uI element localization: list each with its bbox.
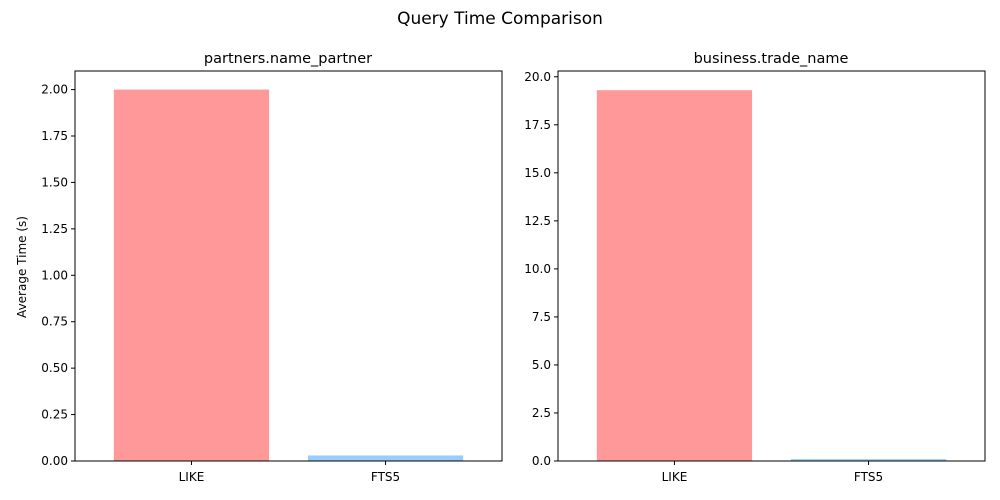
right-bar-fts5 bbox=[790, 459, 947, 461]
right-y-tick-label: 20.0 bbox=[524, 70, 551, 84]
right-chart-panel: business.trade_name 0.0 2.5 5.0 7.5 10.0 12.5… bbox=[524, 51, 986, 484]
left-bar-like bbox=[113, 89, 270, 461]
right-axes-frame bbox=[557, 70, 986, 462]
right-y-tick-label: 5.0 bbox=[532, 358, 551, 372]
left-y-tick-label: 2.00 bbox=[41, 83, 68, 97]
left-axes-frame bbox=[74, 70, 503, 462]
right-y-tick-label: 12.5 bbox=[524, 214, 551, 228]
figure-title: Query Time Comparison bbox=[397, 9, 603, 29]
right-bar-like bbox=[596, 90, 753, 462]
left-x-tick-label: FTS5 bbox=[371, 470, 400, 484]
left-chart-title: partners.name_partner bbox=[204, 51, 372, 67]
left-x-tick-label: LIKE bbox=[179, 470, 205, 484]
left-y-tick-label: 1.75 bbox=[41, 129, 68, 143]
right-y-tick-label: 10.0 bbox=[524, 262, 551, 276]
right-y-tick-label: 7.5 bbox=[532, 310, 551, 324]
right-x-tick-label: FTS5 bbox=[854, 470, 883, 484]
left-y-tick-label: 0.75 bbox=[41, 315, 68, 329]
left-y-tick-label: 1.50 bbox=[41, 175, 68, 189]
right-x-tick-label: LIKE bbox=[662, 470, 688, 484]
right-y-tick-label: 15.0 bbox=[524, 166, 551, 180]
left-y-tick-label: 0.00 bbox=[41, 454, 68, 468]
left-y-axis-label: Average Time (s) bbox=[15, 216, 29, 318]
left-y-tick-label: 1.25 bbox=[41, 222, 68, 236]
right-y-tick-label: 0.0 bbox=[532, 454, 551, 468]
right-y-tick-label: 2.5 bbox=[532, 406, 551, 420]
left-bar-fts5 bbox=[307, 455, 464, 461]
left-y-tick-label: 0.25 bbox=[41, 408, 68, 422]
left-chart-panel: partners.name_partner Average Time (s) 0… bbox=[15, 51, 503, 484]
left-y-tick-label: 1.00 bbox=[41, 268, 68, 282]
right-y-tick-label: 17.5 bbox=[524, 118, 551, 132]
left-y-tick-label: 0.50 bbox=[41, 361, 68, 375]
right-chart-title: business.trade_name bbox=[694, 51, 849, 67]
